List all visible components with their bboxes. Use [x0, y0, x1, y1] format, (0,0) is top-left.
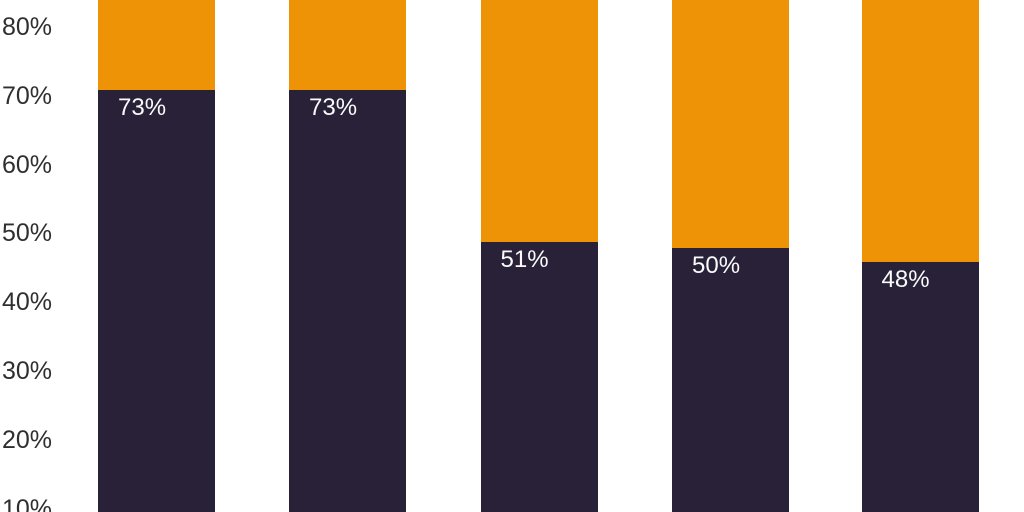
bar-segment-orange: [289, 0, 406, 91]
bar-segment-dark: [480, 241, 598, 512]
bar-column: 50%: [672, 0, 789, 512]
bar-value-label: 50%: [692, 252, 741, 280]
y-tick-label: 20%: [2, 425, 53, 454]
y-tick-label: 60%: [2, 150, 53, 179]
y-tick-label: 50%: [2, 219, 53, 248]
bar-value-label: 51%: [500, 245, 549, 273]
bar-segment-orange: [480, 0, 598, 242]
bar-value-label: 48%: [881, 266, 930, 294]
bar-column: 73%: [289, 0, 406, 512]
bar-segment-dark: [861, 262, 979, 512]
bar-segment-orange: [98, 0, 215, 91]
bar-value-label: 73%: [309, 94, 358, 122]
y-tick-label: 10%: [2, 494, 53, 512]
y-tick-label: 40%: [2, 288, 53, 317]
bar-segment-dark: [672, 248, 789, 512]
bar-column: 51%: [480, 0, 598, 512]
y-tick-label: 70%: [2, 81, 53, 110]
bar-segment-orange: [672, 0, 789, 249]
bar-column: 48%: [861, 0, 979, 512]
bar-value-label: 73%: [118, 94, 167, 122]
bar-segment-dark: [98, 90, 215, 512]
bar-segment-orange: [861, 0, 979, 263]
y-tick-label: 30%: [2, 357, 53, 385]
y-tick-label: 80%: [2, 13, 53, 41]
bar-segment-dark: [289, 90, 406, 512]
bar-column: 73%: [98, 0, 215, 512]
